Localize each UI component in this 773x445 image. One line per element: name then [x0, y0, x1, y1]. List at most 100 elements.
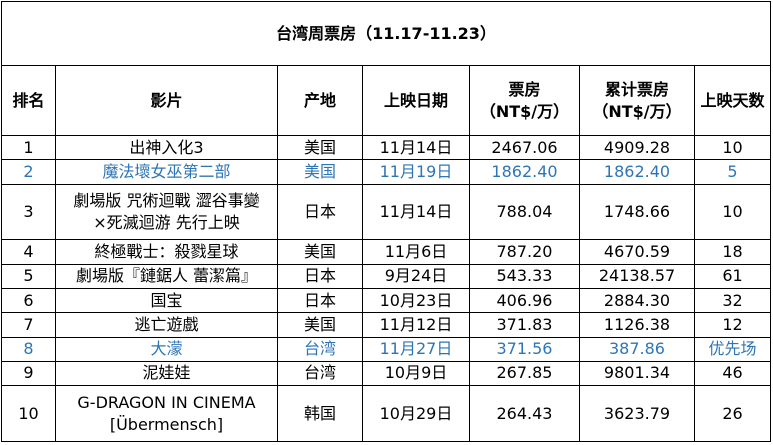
film-title-line1: G-DRAGON IN CINEMA: [77, 392, 256, 412]
rank-cell: 2: [1, 159, 56, 185]
box-office-cell: 406.96: [469, 287, 580, 314]
film-title-line1: 泥娃娃: [142, 363, 191, 383]
rank-cell: 5: [1, 263, 56, 289]
table-row: 6 国宝 日本 10月23日 406.96 2884.30 32: [1, 287, 772, 314]
days-cell: 5: [693, 159, 772, 185]
table-row: 4 終極戰士：殺戮星球 美国 11月6日 787.20 4670.59 18: [1, 239, 772, 265]
release-date-cell: 11月19日: [362, 159, 470, 185]
film-title-line1: 出神入化3: [129, 137, 204, 157]
film-title-line1: 大濛: [150, 339, 183, 359]
box-office-cell: 267.85: [469, 360, 580, 387]
table-row: 1 出神入化3 美国 11月14日 2467.06 4909.28 10: [1, 134, 772, 161]
region-cell: 美国: [277, 239, 363, 265]
release-date-cell: 11月27日: [362, 336, 470, 362]
table-row: 8 大濛 台湾 11月27日 371.56 387.86 优先场: [1, 336, 772, 362]
release-date-cell: 11月12日: [362, 312, 470, 338]
header-total-line2: （NT$/万）: [592, 101, 682, 121]
box-office-cell: 787.20: [469, 239, 580, 265]
film-cell: 国宝: [55, 287, 278, 314]
box-office-cell: 371.56: [469, 336, 580, 362]
box-office-cell: 788.04: [469, 183, 580, 241]
box-office-cell: 1862.40: [469, 159, 580, 185]
region-cell: 日本: [277, 183, 363, 241]
rank-cell: 4: [1, 239, 56, 265]
film-cell: 出神入化3: [55, 134, 278, 161]
film-cell: 逃亡遊戲: [55, 312, 278, 338]
release-date-cell: 10月23日: [362, 287, 470, 314]
days-cell: 12: [693, 312, 772, 338]
table-row: 2 魔法壞女巫第二部 美国 11月19日 1862.40 1862.40 5: [1, 159, 772, 185]
total-box-office-cell: 1126.38: [579, 312, 695, 338]
film-title-line1: 劇場版『鏈鋸人 蕾潔篇』: [75, 266, 258, 286]
box-office-cell: 543.33: [469, 263, 580, 289]
header-region: 产地: [277, 65, 363, 136]
total-box-office-cell: 4909.28: [579, 134, 695, 161]
header-row: 排名 影片 产地 上映日期 票房 （NT$/万） 累计票房 （NT$/万） 上映…: [1, 65, 772, 136]
film-title-line1: 終極戰士：殺戮星球: [94, 242, 239, 262]
days-cell: 10: [693, 183, 772, 241]
box-office-cell: 2467.06: [469, 134, 580, 161]
table-row: 7 逃亡遊戲 美国 11月12日 371.83 1126.38 12: [1, 312, 772, 338]
header-box-office-line2: （NT$/万）: [479, 101, 570, 121]
rank-cell: 6: [1, 287, 56, 314]
film-title-line1: 劇場版 咒術迴戰 澀谷事變: [73, 190, 260, 210]
header-release: 上映日期: [362, 65, 470, 136]
days-cell: 10: [693, 134, 772, 161]
film-cell: 魔法壞女巫第二部: [55, 159, 278, 185]
header-rank: 排名: [1, 65, 56, 136]
film-title-line1: 国宝: [150, 290, 183, 310]
region-cell: 美国: [277, 159, 363, 185]
film-title-line2: ×死滅迴游 先行上映: [93, 212, 240, 232]
film-title-line1: 魔法壞女巫第二部: [102, 161, 231, 181]
total-box-office-cell: 1862.40: [579, 159, 695, 185]
table-row: 5 劇場版『鏈鋸人 蕾潔篇』 日本 9月24日 543.33 24138.57 61: [1, 263, 772, 289]
total-box-office-cell: 24138.57: [579, 263, 695, 289]
release-date-cell: 11月14日: [362, 183, 470, 241]
release-date-cell: 10月9日: [362, 360, 470, 387]
table-row: 10 G-DRAGON IN CINEMA [Übermensch] 韩国 10月29日…: [1, 385, 772, 442]
release-date-cell: 11月6日: [362, 239, 470, 265]
rank-cell: 8: [1, 336, 56, 362]
region-cell: 韩国: [277, 385, 363, 442]
total-box-office-cell: 387.86: [579, 336, 695, 362]
total-box-office-cell: 9801.34: [579, 360, 695, 387]
days-cell: 26: [693, 385, 772, 442]
release-date-cell: 10月29日: [362, 385, 470, 442]
rank-cell: 3: [1, 183, 56, 241]
film-cell: 終極戰士：殺戮星球: [55, 239, 278, 265]
days-cell: 46: [693, 360, 772, 387]
table-row: 9 泥娃娃 台湾 10月9日 267.85 9801.34 46: [1, 360, 772, 387]
region-cell: 日本: [277, 287, 363, 314]
header-total: 累计票房 （NT$/万）: [579, 65, 695, 136]
days-cell: 61: [693, 263, 772, 289]
total-box-office-cell: 4670.59: [579, 239, 695, 265]
film-cell: G-DRAGON IN CINEMA [Übermensch]: [55, 385, 278, 442]
release-date-cell: 9月24日: [362, 263, 470, 289]
rank-cell: 7: [1, 312, 56, 338]
box-office-cell: 371.83: [469, 312, 580, 338]
region-cell: 美国: [277, 134, 363, 161]
film-title-line2: [Übermensch]: [109, 414, 224, 434]
table-title: 台湾周票房（11.17-11.23）: [0, 0, 772, 67]
region-cell: 美国: [277, 312, 363, 338]
header-film: 影片: [55, 65, 278, 136]
rank-cell: 10: [1, 385, 56, 442]
film-cell: 大濛: [55, 336, 278, 362]
total-box-office-cell: 2884.30: [579, 287, 695, 314]
header-days: 上映天数: [693, 65, 772, 136]
release-date-cell: 11月14日: [362, 134, 470, 161]
region-cell: 台湾: [277, 360, 363, 387]
film-cell: 劇場版 咒術迴戰 澀谷事變 ×死滅迴游 先行上映: [55, 183, 278, 241]
region-cell: 台湾: [277, 336, 363, 362]
total-box-office-cell: 1748.66: [579, 183, 695, 241]
total-box-office-cell: 3623.79: [579, 385, 695, 442]
days-cell: 18: [693, 239, 772, 265]
table-row: 3 劇場版 咒術迴戰 澀谷事變 ×死滅迴游 先行上映 日本 11月14日 788.04 17…: [1, 183, 772, 241]
box-office-cell: 264.43: [469, 385, 580, 442]
header-total-line1: 累计票房: [604, 79, 669, 99]
days-cell: 32: [693, 287, 772, 314]
film-cell: 泥娃娃: [55, 360, 278, 387]
rank-cell: 9: [1, 360, 56, 387]
film-cell: 劇場版『鏈鋸人 蕾潔篇』: [55, 263, 278, 289]
